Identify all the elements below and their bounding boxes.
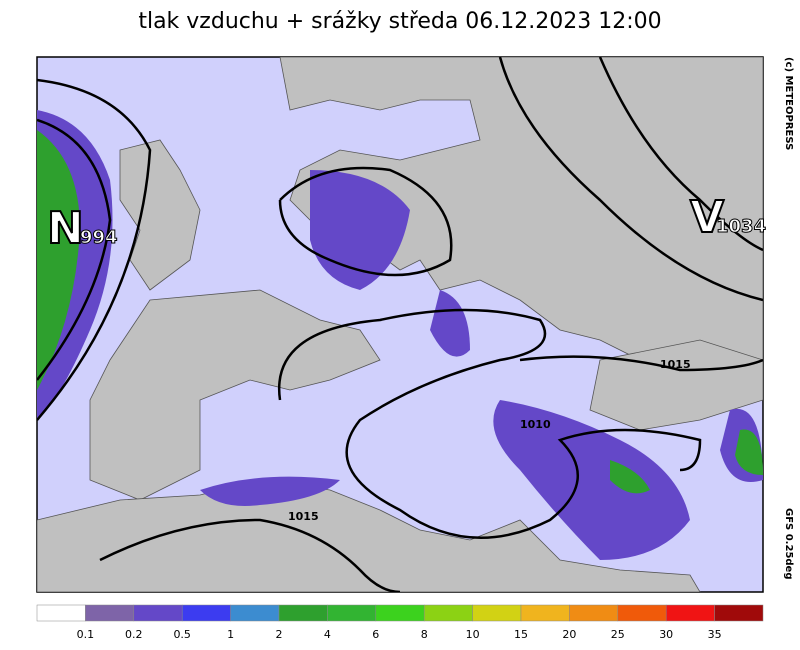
land-west — [89, 289, 381, 501]
land-britain — [119, 139, 201, 291]
legend-label: 25 — [611, 628, 625, 641]
legend-swatch — [472, 604, 522, 622]
precip-area — [493, 400, 690, 560]
precip-area — [430, 290, 470, 357]
legend-swatch — [569, 604, 619, 622]
legend-label: 0.5 — [173, 628, 191, 641]
legend-swatch — [375, 604, 425, 622]
legend-label: 10 — [466, 628, 480, 641]
legend-swatch — [423, 604, 473, 622]
legend-swatch — [520, 604, 570, 622]
isobar — [37, 78, 152, 421]
high-pressure-letter: V — [690, 192, 724, 243]
legend-label: 2 — [276, 628, 283, 641]
legend-label: 20 — [562, 628, 576, 641]
legend-swatch — [617, 604, 667, 622]
legend-swatch — [181, 604, 231, 622]
isobar-label: 1015 — [660, 358, 691, 371]
legend-swatch — [278, 604, 328, 622]
legend-label: 0.1 — [77, 628, 95, 641]
isobar — [37, 118, 112, 381]
isobar — [277, 308, 702, 540]
precip-area-heavy — [735, 429, 763, 475]
legend-label: 0.2 — [125, 628, 143, 641]
low-pressure-letter: N — [47, 203, 84, 254]
model-label: GFS 0.25deg — [783, 508, 794, 580]
land-africa — [37, 479, 701, 592]
legend-label: 1 — [227, 628, 234, 641]
isobar — [99, 518, 401, 592]
map-title: tlak vzduchu + srážky středa 06.12.2023 … — [138, 9, 661, 34]
legend-swatch — [665, 604, 715, 622]
low-pressure-value: 994 — [80, 227, 118, 248]
isobar — [498, 57, 763, 302]
isobar-label: 1015 — [288, 510, 319, 523]
legend-label: 8 — [421, 628, 428, 641]
isobar — [519, 355, 763, 372]
isobar — [278, 166, 453, 277]
map: N 994 V 1034 1015 1010 1015 — [36, 56, 767, 593]
legend-swatch — [327, 604, 377, 622]
precip-area — [310, 170, 410, 290]
legend-swatch — [714, 604, 764, 622]
legend-label: 6 — [372, 628, 379, 641]
legend-swatch — [85, 604, 135, 622]
precip-area — [200, 476, 340, 506]
legend-swatch — [133, 604, 183, 622]
legend-swatch — [36, 604, 86, 622]
legend-label: 30 — [659, 628, 673, 641]
copyright: (c) METEOPRESS — [783, 57, 794, 150]
legend-label: 4 — [324, 628, 331, 641]
isobar-label: 1010 — [520, 418, 551, 431]
high-pressure-value: 1034 — [716, 216, 766, 237]
precip-area-heavy — [610, 460, 650, 494]
legend-swatch — [230, 604, 280, 622]
color-legend: 0.1 0.2 0.5 1 2 4 6 8 10 15 20 25 30 35 — [36, 604, 764, 641]
legend-label: 35 — [708, 628, 722, 641]
isobar — [598, 57, 763, 252]
legend-label: 15 — [514, 628, 528, 641]
precip-area-heavy — [37, 130, 80, 390]
